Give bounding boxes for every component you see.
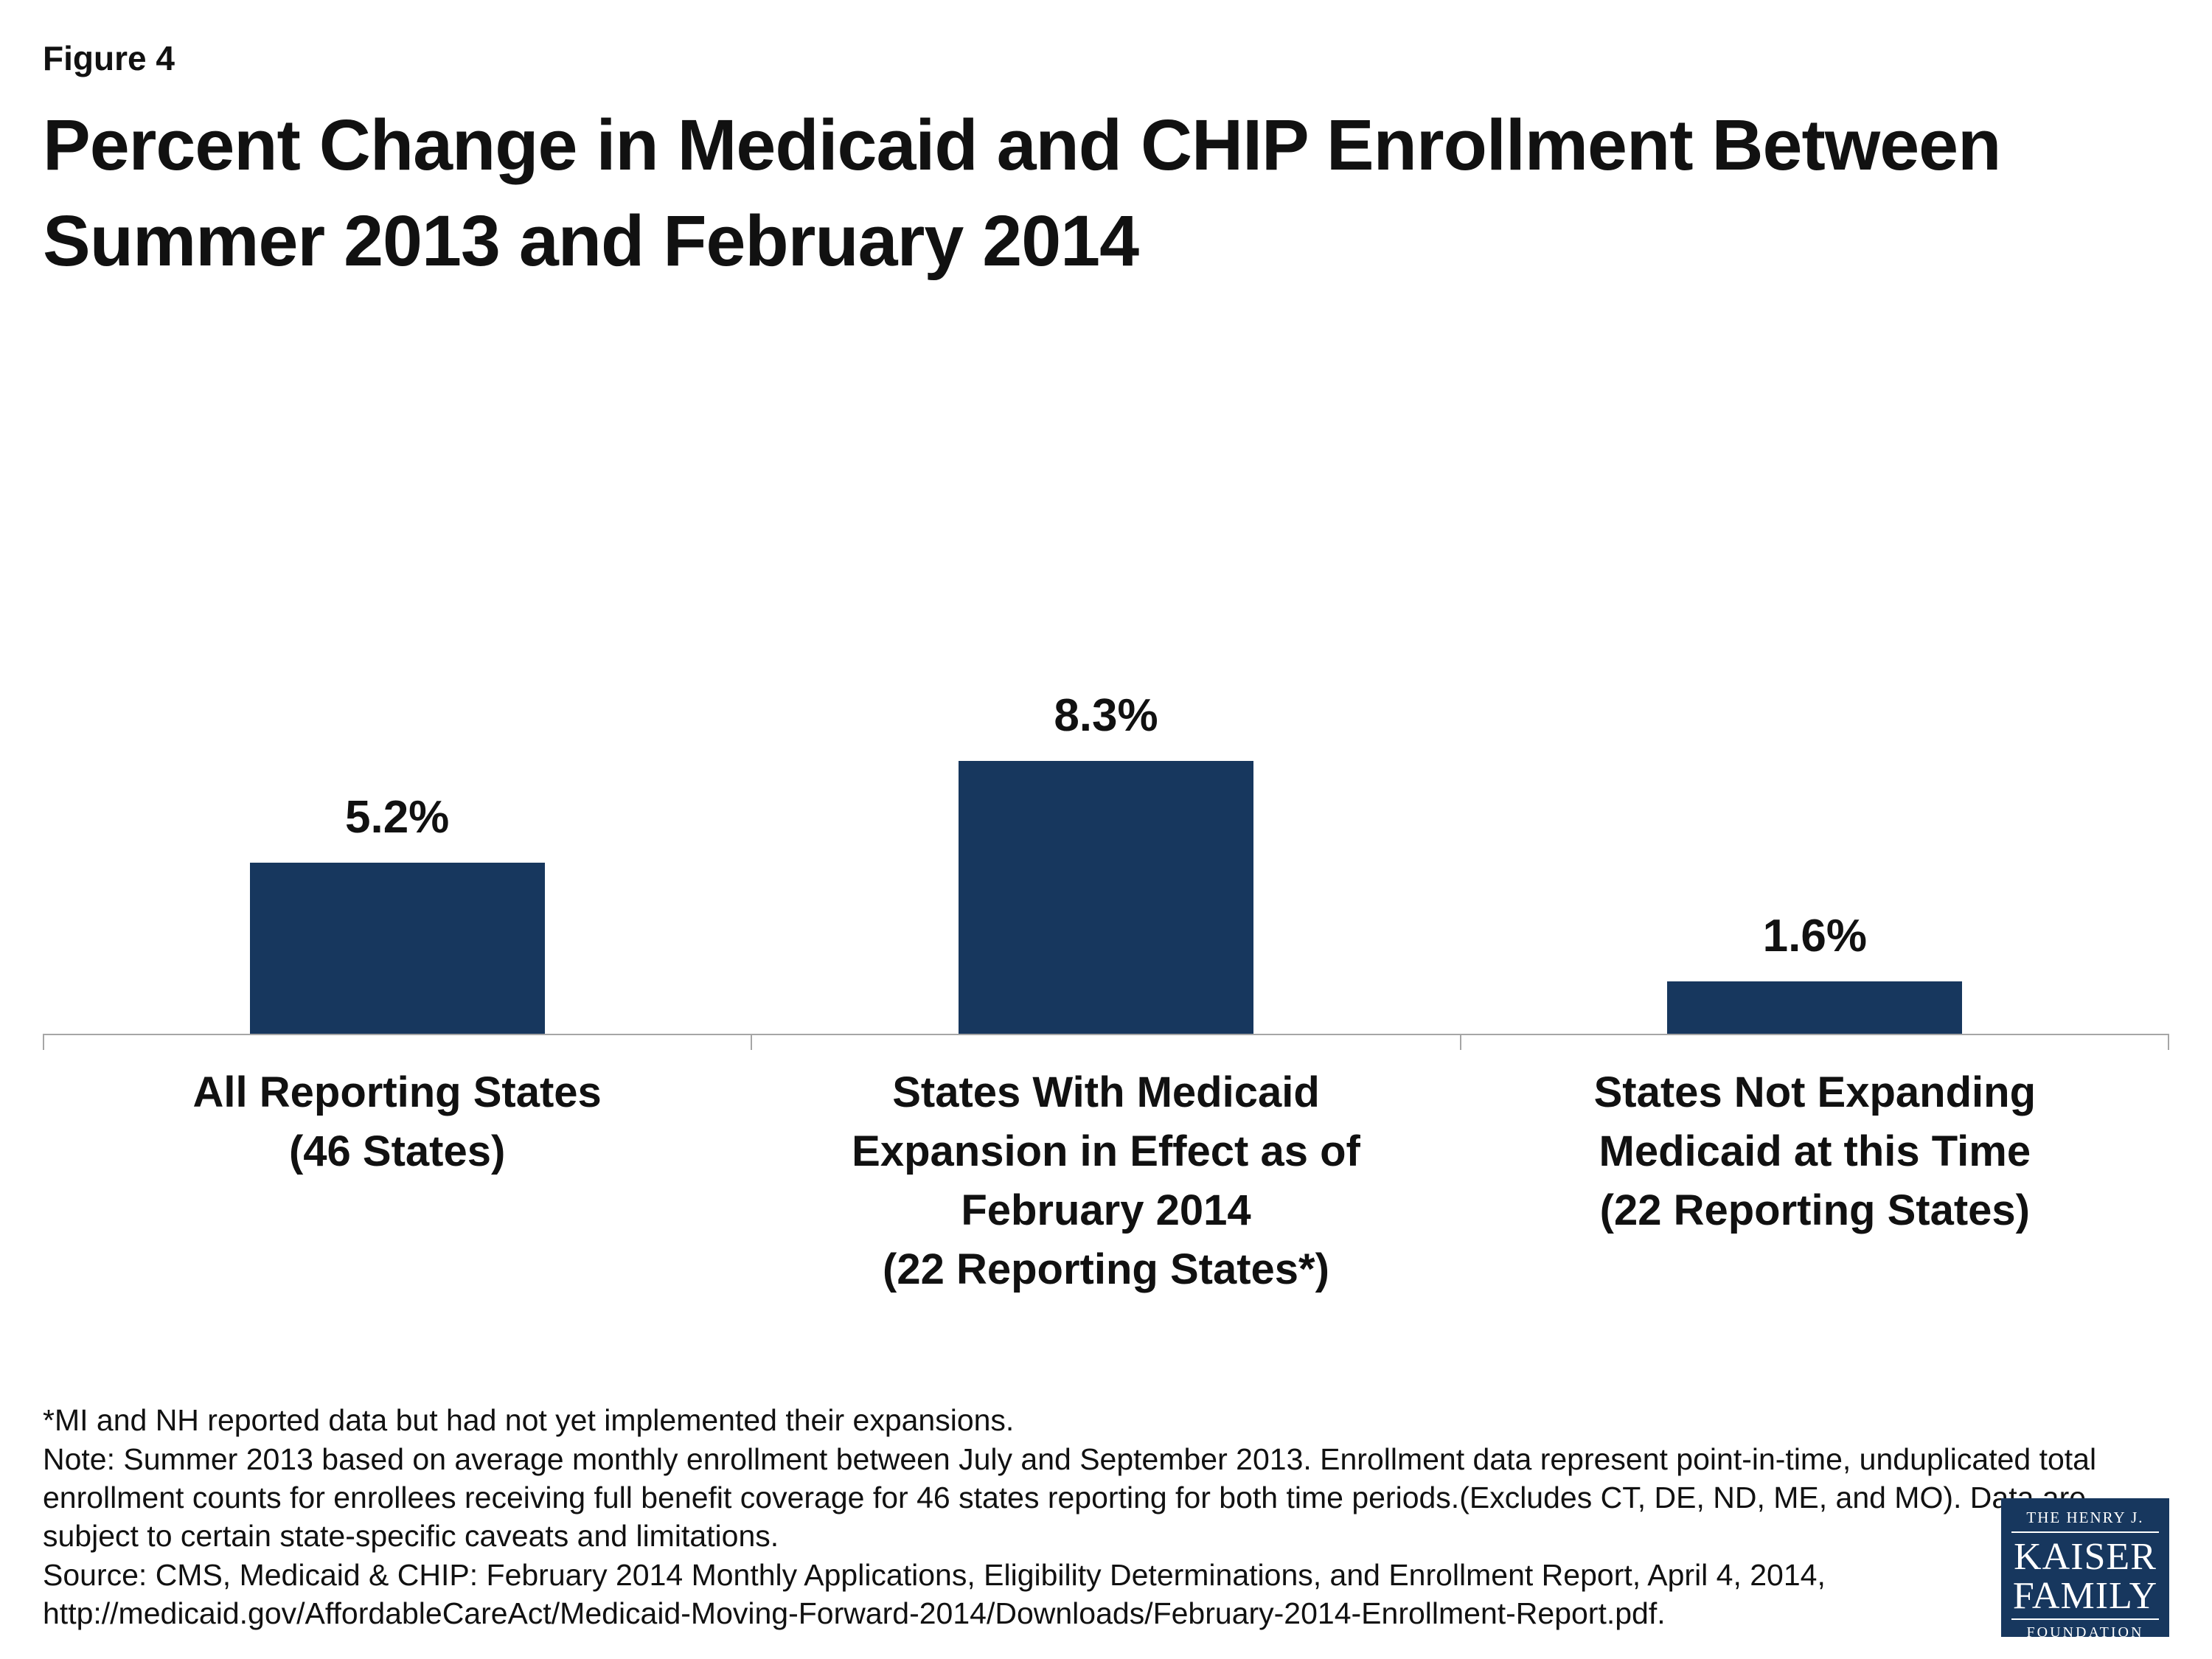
figure-label: Figure 4	[43, 39, 175, 77]
bar-value-label: 8.3%	[1054, 689, 1158, 741]
page-title: Percent Change in Medicaid and CHIP Enro…	[43, 105, 2001, 281]
plot-area: 5.2% 8.3% 1.6%	[43, 687, 2169, 1034]
bar-cell: 8.3%	[751, 687, 1460, 1034]
notes: *MI and NH reported data but had not yet…	[43, 1401, 2166, 1633]
kff-logo-line4: FOUNDATION	[2011, 1618, 2159, 1641]
category-label: States With Medicaid Expansion in Effect …	[852, 1068, 1360, 1294]
category-label: States Not Expanding Medicaid at this Tim…	[1593, 1068, 2037, 1234]
kff-logo-line1: THE HENRY J.	[2011, 1509, 2159, 1533]
axis-tick	[1459, 1034, 1461, 1050]
x-axis	[43, 1033, 2169, 1050]
chart: 5.2% 8.3% 1.6% All Reporting States (46 Sta…	[43, 687, 2169, 1299]
note-source: Source: CMS, Medicaid & CHIP: February 2…	[43, 1557, 1826, 1631]
bar	[958, 760, 1253, 1034]
bar	[249, 862, 545, 1034]
category-label: All Reporting States (46 States)	[192, 1068, 602, 1175]
note-asterisk: *MI and NH reported data but had not yet…	[43, 1403, 1015, 1438]
axis-tick	[751, 1034, 753, 1050]
note-text: Note: Summer 2013 based on average month…	[43, 1441, 2097, 1554]
bar-cell: 5.2%	[43, 687, 751, 1034]
axis-tick	[2168, 1034, 2169, 1050]
kff-logo-line2: KAISER	[2014, 1536, 2157, 1578]
kff-logo-line3: FAMILY	[2012, 1575, 2158, 1618]
bar-value-label: 1.6%	[1762, 910, 1867, 961]
axis-tick	[43, 1034, 44, 1050]
category-labels: All Reporting States (46 States) States Wi…	[43, 1035, 2169, 1299]
bar-cell: 1.6%	[1461, 687, 2169, 1034]
bar	[1667, 981, 1963, 1034]
kff-logo: THE HENRY J. KAISER FAMILY FOUNDATION	[2001, 1498, 2169, 1641]
bar-value-label: 5.2%	[344, 791, 450, 843]
